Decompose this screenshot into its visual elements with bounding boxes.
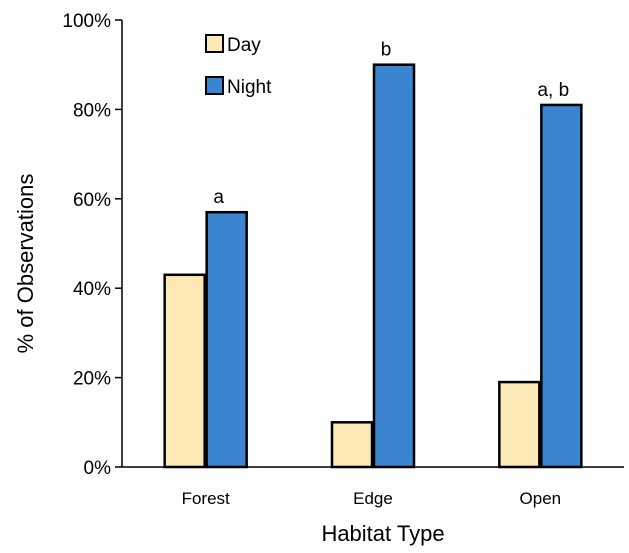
legend: Day Night [205,34,272,98]
significance-label: a, b [537,80,569,101]
bar-night-edge [372,63,416,469]
y-tick-label: 80% [73,100,111,121]
legend-label-day: Day [227,35,261,56]
y-axis-title: % of Observations [13,174,38,354]
y-axis-ticks: 0% 20% 40% 60% 80% 100% [62,11,122,479]
significance-labels: a b a, b [213,40,569,209]
significance-label: b [381,40,392,61]
legend-swatch-day [205,34,224,53]
x-axis-title: Habitat Type [321,521,444,546]
bars-group [163,63,583,469]
legend-label-night: Night [227,77,272,98]
x-category-label: Forest [182,489,230,508]
x-category-label: Edge [353,489,393,508]
y-tick-label: 60% [73,190,111,211]
y-tick-label: 100% [62,11,111,32]
bar-night-forest [205,210,248,469]
y-tick-label: 20% [73,369,111,390]
y-tick-label: 40% [73,279,111,300]
x-category-label: Open [520,489,562,508]
significance-label: a [213,187,224,208]
bar-day-forest [163,273,206,469]
x-axis-categories: Forest Edge Open [182,489,562,508]
legend-swatch-night [205,76,224,95]
y-tick-label: 0% [84,458,112,479]
bar-night-open [540,103,583,469]
bar-day-open [498,380,541,469]
bar-day-edge [330,421,374,469]
